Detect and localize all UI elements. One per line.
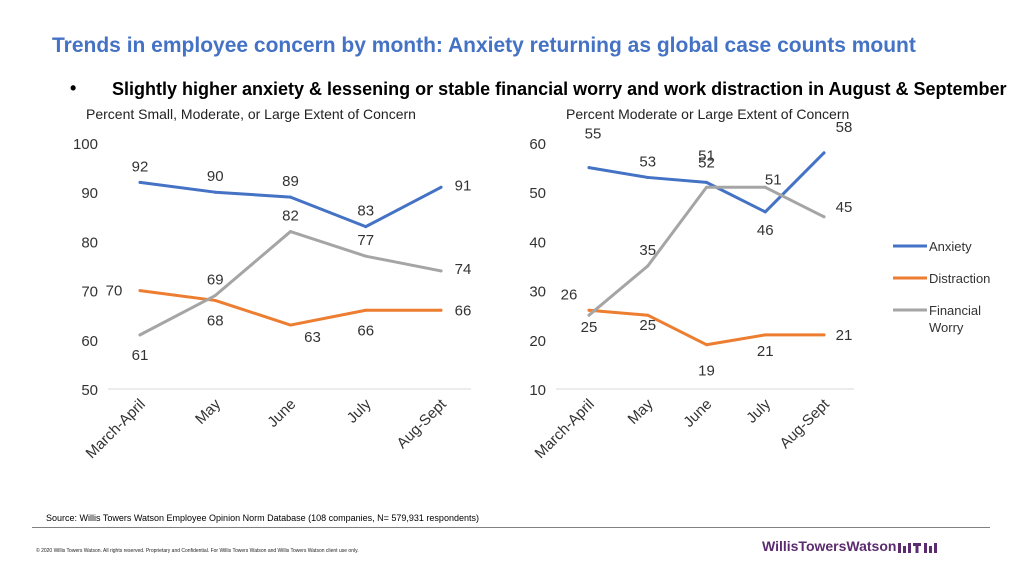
data-label-distraction: 68 [207, 312, 224, 329]
data-point-anxiety [289, 195, 292, 199]
data-label-anxiety: 58 [836, 119, 853, 136]
legend-label-financial: Worry [929, 320, 964, 335]
data-point-anxiety [646, 175, 650, 179]
data-label-distraction: 21 [836, 327, 853, 344]
data-point-distraction [213, 298, 217, 302]
data-point-anxiety [364, 225, 368, 229]
data-point-distraction [646, 313, 650, 317]
wtw-logo-mark-icon [898, 543, 937, 553]
x-tick-label: Aug-Sept [777, 395, 834, 452]
x-tick-label: June [680, 396, 715, 431]
data-point-anxiety [213, 190, 217, 194]
data-label-distraction: 66 [455, 302, 472, 319]
data-point-anxiety [822, 151, 826, 155]
company-logo: WillisTowersWatson [762, 538, 897, 554]
data-label-anxiety: 89 [282, 173, 299, 190]
data-point-anxiety [439, 185, 443, 189]
y-tick-label: 50 [81, 382, 98, 399]
data-label-anxiety: 55 [585, 126, 602, 143]
data-point-distraction [364, 308, 368, 312]
data-label-anxiety: 90 [207, 168, 224, 185]
data-label-anxiety: 91 [455, 177, 472, 194]
data-label-financial: 35 [639, 242, 656, 259]
y-tick-label: 100 [73, 136, 98, 153]
data-label-anxiety: 92 [132, 158, 149, 175]
y-tick-label: 90 [81, 185, 98, 202]
series-line-distraction [587, 308, 826, 347]
data-point-financial [138, 333, 142, 337]
data-label-distraction: 66 [357, 322, 374, 339]
data-point-financial [763, 185, 767, 189]
data-point-anxiety [705, 180, 708, 184]
data-label-financial: 25 [581, 319, 598, 336]
legend-label-financial: Financial [929, 303, 981, 318]
y-tick-label: 40 [529, 234, 546, 251]
data-label-financial: 51 [765, 171, 782, 188]
copyright-note: © 2020 Willis Towers Watson. All rights … [36, 548, 359, 554]
y-tick-label: 70 [81, 284, 98, 301]
data-point-anxiety [587, 166, 591, 170]
data-point-distraction [289, 323, 292, 327]
data-point-distraction [763, 333, 767, 337]
data-point-financial [439, 269, 443, 273]
x-tick-label: March-April [532, 396, 598, 462]
data-label-financial: 61 [132, 347, 149, 364]
data-label-anxiety: 46 [757, 222, 774, 239]
data-point-financial [213, 294, 217, 298]
key-finding-text: Slightly higher anxiety & lessening or s… [112, 79, 1007, 99]
data-label-distraction: 19 [698, 363, 715, 380]
data-point-financial [705, 185, 708, 189]
data-label-financial: 51 [698, 147, 715, 164]
page-title: Trends in employee concern by month: Anx… [52, 34, 916, 57]
data-label-distraction: 25 [639, 317, 656, 334]
y-tick-label: 60 [529, 136, 546, 153]
y-tick-label: 30 [529, 284, 546, 301]
data-label-financial: 74 [455, 261, 472, 278]
footer-divider [32, 527, 990, 528]
data-point-distraction [439, 308, 443, 312]
data-label-distraction: 70 [106, 283, 123, 300]
series-line-financial [587, 185, 826, 317]
data-point-anxiety [138, 180, 142, 184]
bullet-point: • [70, 78, 77, 98]
source-note: Source: Willis Towers Watson Employee Op… [46, 513, 479, 523]
data-label-financial: 69 [207, 272, 224, 289]
data-point-distraction [822, 333, 826, 337]
y-tick-label: 60 [81, 333, 98, 350]
legend-label-anxiety: Anxiety [929, 239, 972, 254]
legend-label-distraction: Distraction [929, 271, 990, 286]
data-label-anxiety: 53 [639, 153, 656, 170]
data-point-anxiety [763, 210, 767, 214]
y-tick-label: 50 [529, 185, 546, 202]
left-chart-title: Percent Small, Moderate, or Large Extent… [86, 106, 416, 122]
data-point-financial [289, 230, 292, 234]
data-point-financial [364, 254, 368, 258]
data-label-financial: 77 [357, 232, 374, 249]
data-label-anxiety: 83 [357, 203, 374, 220]
data-point-distraction [587, 308, 591, 312]
x-tick-label: July [743, 395, 774, 426]
data-label-distraction: 26 [561, 286, 578, 303]
data-label-financial: 82 [282, 208, 299, 225]
y-tick-label: 80 [81, 234, 98, 251]
data-point-financial [822, 215, 826, 219]
data-point-financial [587, 313, 591, 317]
data-point-distraction [138, 289, 142, 293]
y-tick-label: 10 [529, 382, 546, 399]
data-label-financial: 45 [836, 199, 853, 216]
right-chart-title: Percent Moderate or Large Extent of Conc… [566, 106, 850, 122]
data-point-financial [646, 264, 650, 268]
x-tick-label: May [625, 395, 657, 427]
data-label-anxiety: 52 [698, 154, 715, 171]
y-tick-label: 20 [529, 333, 546, 350]
data-point-distraction [705, 343, 708, 347]
data-label-distraction: 63 [304, 329, 321, 346]
data-label-distraction: 21 [757, 343, 774, 360]
